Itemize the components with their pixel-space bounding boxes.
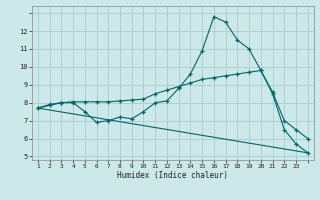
X-axis label: Humidex (Indice chaleur): Humidex (Indice chaleur) — [117, 171, 228, 180]
